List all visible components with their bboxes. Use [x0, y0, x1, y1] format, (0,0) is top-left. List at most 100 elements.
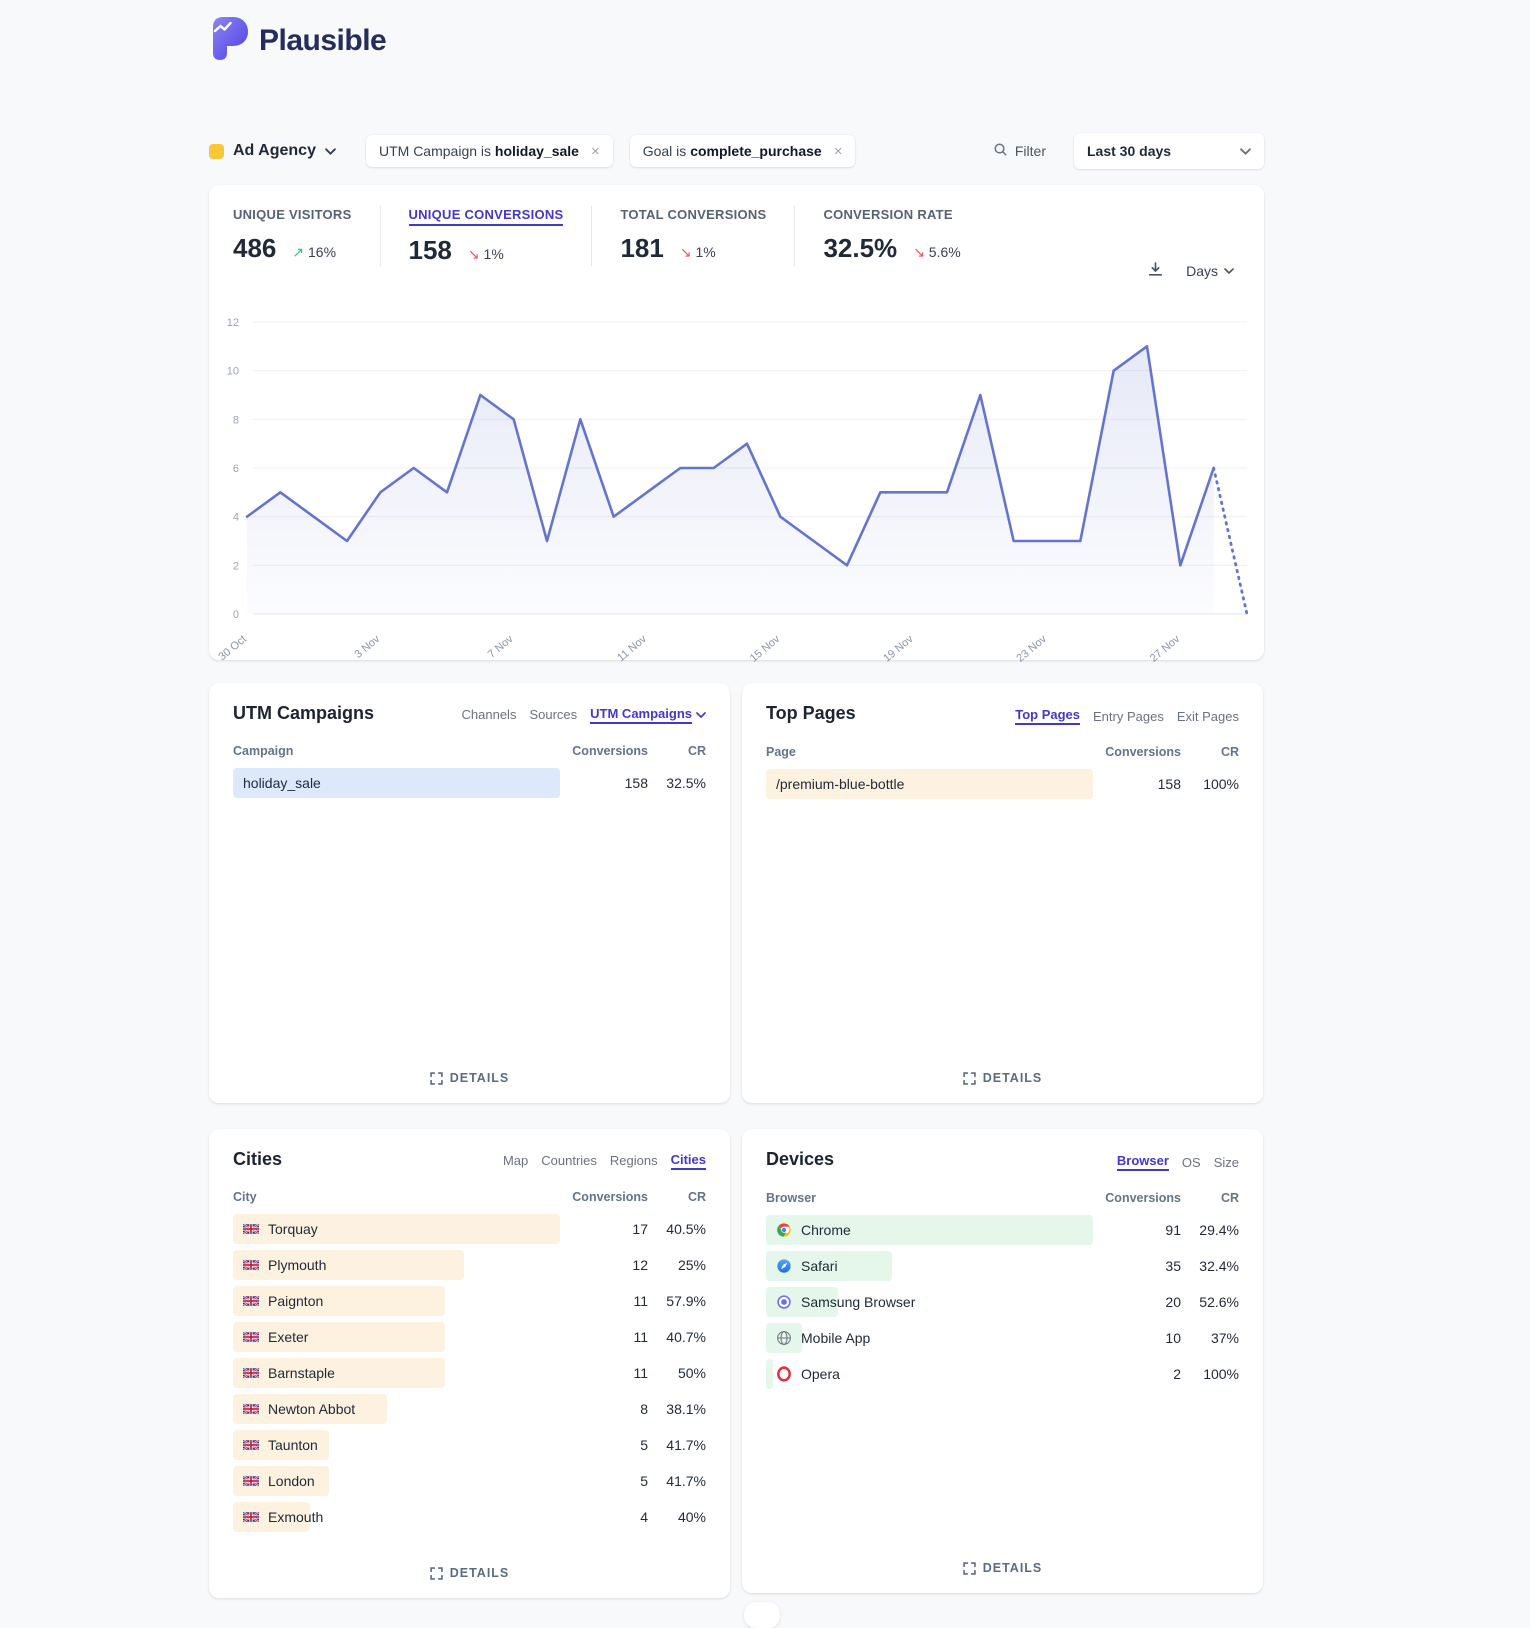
row-bar — [233, 768, 560, 798]
tab-channels[interactable]: Channels — [461, 707, 517, 722]
row-link[interactable]: Mobile App — [766, 1323, 1093, 1353]
trend-down-icon: ↘ — [467, 246, 480, 262]
row-conversions: 5 — [640, 1473, 648, 1489]
row-label: Newton Abbot — [268, 1401, 356, 1417]
metric-total-conversions[interactable]: TOTAL CONVERSIONS 181 ↘ 1% — [620, 206, 796, 266]
metric-unique-visitors[interactable]: UNIQUE VISITORS 486 ↗ 16% — [233, 206, 381, 266]
filter-button-label: Filter — [1014, 143, 1046, 159]
table-row: London 5 41.7% — [233, 1466, 706, 1496]
row-link[interactable]: Taunton — [233, 1430, 560, 1460]
row-conversions: 4 — [640, 1509, 648, 1525]
row-link[interactable]: holiday_sale — [233, 768, 560, 798]
panel-tabs: Browser OS Size — [1116, 1153, 1239, 1171]
row-link[interactable]: Chrome — [766, 1215, 1093, 1245]
tab-countries[interactable]: Countries — [541, 1153, 597, 1168]
filter-pill[interactable]: Goal is complete_purchase × — [629, 135, 856, 167]
tab-cities[interactable]: Cities — [670, 1152, 706, 1170]
uk-flag-icon — [243, 1331, 259, 1343]
metric-delta: ↘ 1% — [679, 244, 716, 260]
tab-os[interactable]: OS — [1181, 1154, 1201, 1170]
row-link[interactable]: Opera — [766, 1359, 1093, 1389]
details-button[interactable]: DETAILS — [962, 1065, 1043, 1089]
row-link[interactable]: Exeter — [233, 1322, 560, 1352]
row-bar — [233, 1214, 560, 1244]
row-cr: 100% — [1203, 1366, 1239, 1382]
svg-text:2: 2 — [233, 560, 239, 572]
column-headers: Campaign Conversions CR — [233, 744, 706, 758]
table-row: Safari 35 32.4% — [766, 1251, 1239, 1281]
row-conversions: 12 — [632, 1257, 648, 1273]
tab-size[interactable]: Size — [1213, 1154, 1239, 1170]
details-button[interactable]: DETAILS — [429, 1560, 510, 1584]
date-range-value: Last 30 days — [1087, 143, 1172, 159]
svg-text:6: 6 — [233, 463, 239, 475]
row-cr: 41.7% — [666, 1437, 706, 1453]
table-row: Torquay 17 40.5% — [233, 1214, 706, 1244]
row-link[interactable]: Plymouth — [233, 1250, 560, 1280]
tab-entry-pages[interactable]: Entry Pages — [1093, 708, 1164, 724]
interval-picker[interactable]: Days — [1180, 262, 1240, 280]
chevron-down-icon — [1224, 268, 1234, 274]
trend-down-icon: ↘ — [913, 244, 925, 260]
filter-pill[interactable]: UTM Campaign is holiday_sale × — [365, 135, 613, 167]
remove-filter-icon[interactable]: × — [833, 142, 843, 160]
row-conversions: 35 — [1165, 1258, 1181, 1274]
site-color-swatch — [209, 143, 224, 159]
row-conversions: 5 — [640, 1437, 648, 1453]
download-button[interactable] — [1147, 261, 1164, 281]
row-conversions: 17 — [632, 1221, 648, 1237]
panel-title: Top Pages — [766, 703, 856, 723]
row-link[interactable]: Safari — [766, 1251, 1093, 1281]
metric-delta: ↘ 1% — [467, 246, 504, 262]
row-conversions: 91 — [1165, 1222, 1181, 1238]
tab-map[interactable]: Map — [502, 1153, 529, 1168]
metric-conversion-rate[interactable]: CONVERSION RATE 32.5% ↘ 5.6% — [823, 206, 988, 266]
site-picker[interactable]: Ad Agency — [209, 142, 336, 160]
svg-text:27 Nov: 27 Nov — [1148, 633, 1183, 665]
next-panel-edge — [744, 1602, 780, 1628]
chart-area: 0 2 4 6 8 10 12 30 Oct 3 Nov 7 Nov 11 Nov 15 Nov 19 … — [213, 310, 1249, 681]
row-link[interactable]: Torquay — [233, 1214, 560, 1244]
svg-text:7 Nov: 7 Nov — [486, 633, 516, 661]
row-link[interactable]: London — [233, 1466, 560, 1496]
row-link[interactable]: Newton Abbot — [233, 1394, 560, 1424]
active-filter-pills: UTM Campaign is holiday_sale × Goal is com… — [365, 135, 856, 167]
header: Plausible — [209, 0, 1264, 66]
tab-regions[interactable]: Regions — [609, 1153, 658, 1168]
row-cr: 41.7% — [666, 1473, 706, 1489]
table-row: Paignton 11 57.9% — [233, 1286, 706, 1316]
svg-text:8: 8 — [233, 414, 239, 426]
tab-browser[interactable]: Browser — [1116, 1153, 1169, 1171]
row-link[interactable]: Samsung Browser — [766, 1287, 1093, 1317]
expand-icon — [429, 1071, 443, 1085]
metric-delta: ↘ 5.6% — [913, 244, 961, 260]
tab-exit-pages[interactable]: Exit Pages — [1176, 708, 1239, 724]
safari-icon — [777, 1259, 791, 1273]
date-range-picker[interactable]: Last 30 days — [1074, 133, 1264, 169]
site-name: Ad Agency — [233, 142, 316, 159]
details-button[interactable]: DETAILS — [429, 1065, 510, 1089]
row-link[interactable]: Barnstaple — [233, 1358, 560, 1388]
remove-filter-icon[interactable]: × — [590, 142, 600, 160]
row-conversions: 11 — [633, 1329, 648, 1345]
download-icon — [1147, 261, 1164, 281]
tab-sources[interactable]: Sources — [529, 707, 578, 722]
details-button[interactable]: DETAILS — [962, 1555, 1043, 1579]
row-link[interactable]: /premium-blue-bottle — [766, 769, 1093, 799]
uk-flag-icon — [243, 1367, 259, 1379]
filter-button[interactable]: Filter — [987, 141, 1052, 161]
tab-utm-campaigns[interactable]: UTM Campaigns — [590, 706, 706, 724]
uk-flag-icon — [243, 1475, 259, 1487]
conversions-line-chart[interactable]: 0 2 4 6 8 10 12 30 Oct 3 Nov 7 Nov 11 Nov 15 Nov 19 … — [213, 310, 1253, 676]
row-bar — [766, 1215, 1093, 1245]
tab-top-pages[interactable]: Top Pages — [1015, 707, 1081, 725]
metric-unique-conversions[interactable]: UNIQUE CONVERSIONS 158 ↘ 1% — [408, 206, 593, 266]
svg-text:23 Nov: 23 Nov — [1015, 633, 1050, 665]
metric-label: CONVERSION RATE — [823, 207, 953, 222]
top-pages-panel: Top Pages Top Pages Entry Pages Exit Pages P… — [742, 683, 1263, 1103]
plausible-logo[interactable]: Plausible — [209, 15, 387, 66]
table-row: /premium-blue-bottle 158 100% — [766, 769, 1239, 799]
row-link[interactable]: Paignton — [233, 1286, 560, 1316]
row-link[interactable]: Exmouth — [233, 1502, 560, 1532]
